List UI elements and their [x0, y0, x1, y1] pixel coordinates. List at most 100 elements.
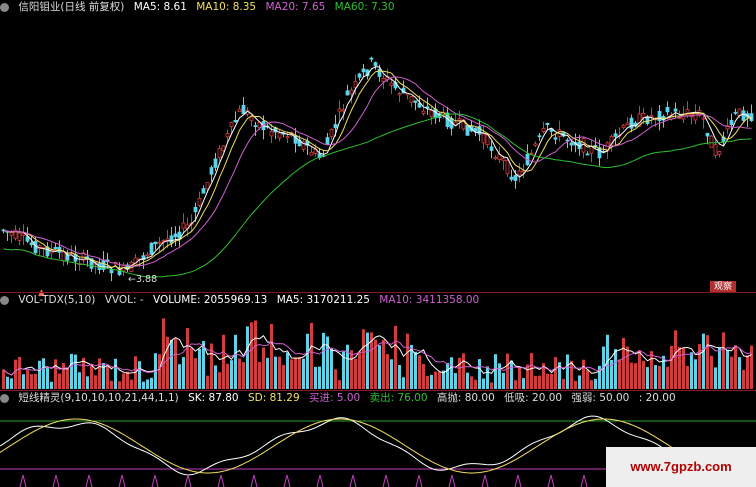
indicator-header: 短线精灵(9,10,10,10,21,44,1,1) SK: 87.80 SD:… — [0, 391, 756, 405]
candle — [233, 119, 238, 123]
volume-chart[interactable] — [0, 307, 756, 389]
ma20-label: MA20: 7.65 — [265, 1, 326, 13]
candle — [241, 104, 246, 115]
volume-bar — [382, 339, 385, 389]
volume-bar — [370, 332, 373, 389]
volume-bar — [302, 358, 305, 389]
candle — [425, 106, 430, 109]
volume-bar — [410, 344, 413, 389]
volume-bar — [322, 332, 325, 389]
candle — [17, 232, 22, 241]
divider — [0, 292, 756, 293]
watermark: www.7gpzb.com — [606, 447, 756, 487]
indicator-chart[interactable] — [0, 405, 756, 487]
volume-bar — [454, 373, 457, 389]
volume-bar — [266, 357, 269, 389]
status-badge[interactable]: 观察 — [710, 281, 736, 293]
volume-bar — [406, 333, 409, 389]
volume-bar — [642, 360, 645, 389]
volume-bar — [18, 356, 21, 389]
volume-bar — [254, 320, 257, 389]
candle — [277, 132, 282, 139]
volume-bar — [434, 371, 437, 389]
volume-bar — [750, 345, 753, 389]
candle — [269, 131, 274, 137]
signal-spike — [151, 474, 159, 487]
price-chart[interactable] — [0, 14, 756, 290]
volume-bar — [726, 349, 729, 389]
candle — [481, 133, 486, 144]
signal-spike — [217, 474, 225, 487]
volume-bar — [718, 347, 721, 389]
candle — [473, 127, 478, 132]
candle — [701, 117, 706, 120]
gear-icon[interactable] — [0, 295, 9, 305]
candle — [625, 122, 630, 126]
gear-icon[interactable] — [0, 393, 9, 403]
signal-spike — [184, 474, 192, 487]
candle — [649, 115, 654, 118]
volume-bar — [6, 376, 9, 389]
candle — [213, 158, 218, 168]
volume-bar — [738, 357, 741, 389]
volume-bar — [2, 369, 5, 389]
volume-bar — [662, 355, 665, 389]
indicator-name: 短线精灵(9,10,10,10,21,44,1,1) — [18, 392, 179, 404]
candle — [489, 146, 494, 151]
volume-bar — [710, 355, 713, 389]
volume-bar — [594, 378, 597, 389]
volume-bar — [230, 360, 233, 389]
volume-bar — [702, 333, 705, 389]
volume-bar — [462, 353, 465, 389]
volume-bar — [442, 370, 445, 389]
candle — [65, 254, 70, 261]
signal-spike — [316, 474, 324, 487]
volume-bar — [66, 367, 69, 389]
volume-bar — [218, 372, 221, 389]
volume-bar — [74, 354, 77, 389]
volume-bar — [198, 348, 201, 389]
candle — [193, 206, 198, 213]
volume-bar — [126, 371, 129, 389]
divider — [0, 390, 756, 391]
volume-bar — [62, 363, 65, 389]
volume-bar — [550, 373, 553, 389]
volume-bar — [674, 330, 677, 389]
volume-label: VOLUME: 2055969.13 — [153, 294, 268, 306]
candle — [381, 78, 386, 82]
volume-bar — [402, 377, 405, 389]
volume-bar — [670, 345, 673, 389]
volume-bar — [578, 375, 581, 389]
vol-ma10-label: MA10: 3411358.00 — [379, 294, 480, 306]
volume-bar — [506, 353, 509, 389]
candle — [329, 128, 334, 138]
volume-bar — [22, 374, 25, 389]
candle — [357, 73, 362, 78]
volume-bar — [186, 328, 189, 389]
candle — [665, 106, 670, 113]
volume-bar — [354, 358, 357, 389]
volume-bar — [86, 376, 89, 389]
volume-bar — [546, 373, 549, 389]
volume-bar — [522, 378, 525, 389]
sk-line — [0, 415, 754, 476]
candle — [373, 62, 378, 66]
vol-ma10-line — [3, 340, 752, 376]
candle — [477, 126, 482, 135]
volume-bar — [502, 372, 505, 389]
volume-bar — [122, 373, 125, 389]
candle — [505, 160, 510, 175]
candle — [1, 229, 6, 232]
gear-icon[interactable] — [0, 2, 9, 12]
volume-bar — [450, 357, 453, 389]
candle — [301, 141, 306, 150]
candle — [197, 197, 202, 206]
volume-bar — [138, 361, 141, 389]
volume-bar — [90, 364, 93, 389]
candle — [21, 233, 26, 236]
candle — [29, 242, 34, 246]
blank-region — [425, 14, 756, 112]
volume-bar — [618, 359, 621, 389]
signal-spike — [250, 474, 258, 487]
volume-bar — [466, 372, 469, 389]
